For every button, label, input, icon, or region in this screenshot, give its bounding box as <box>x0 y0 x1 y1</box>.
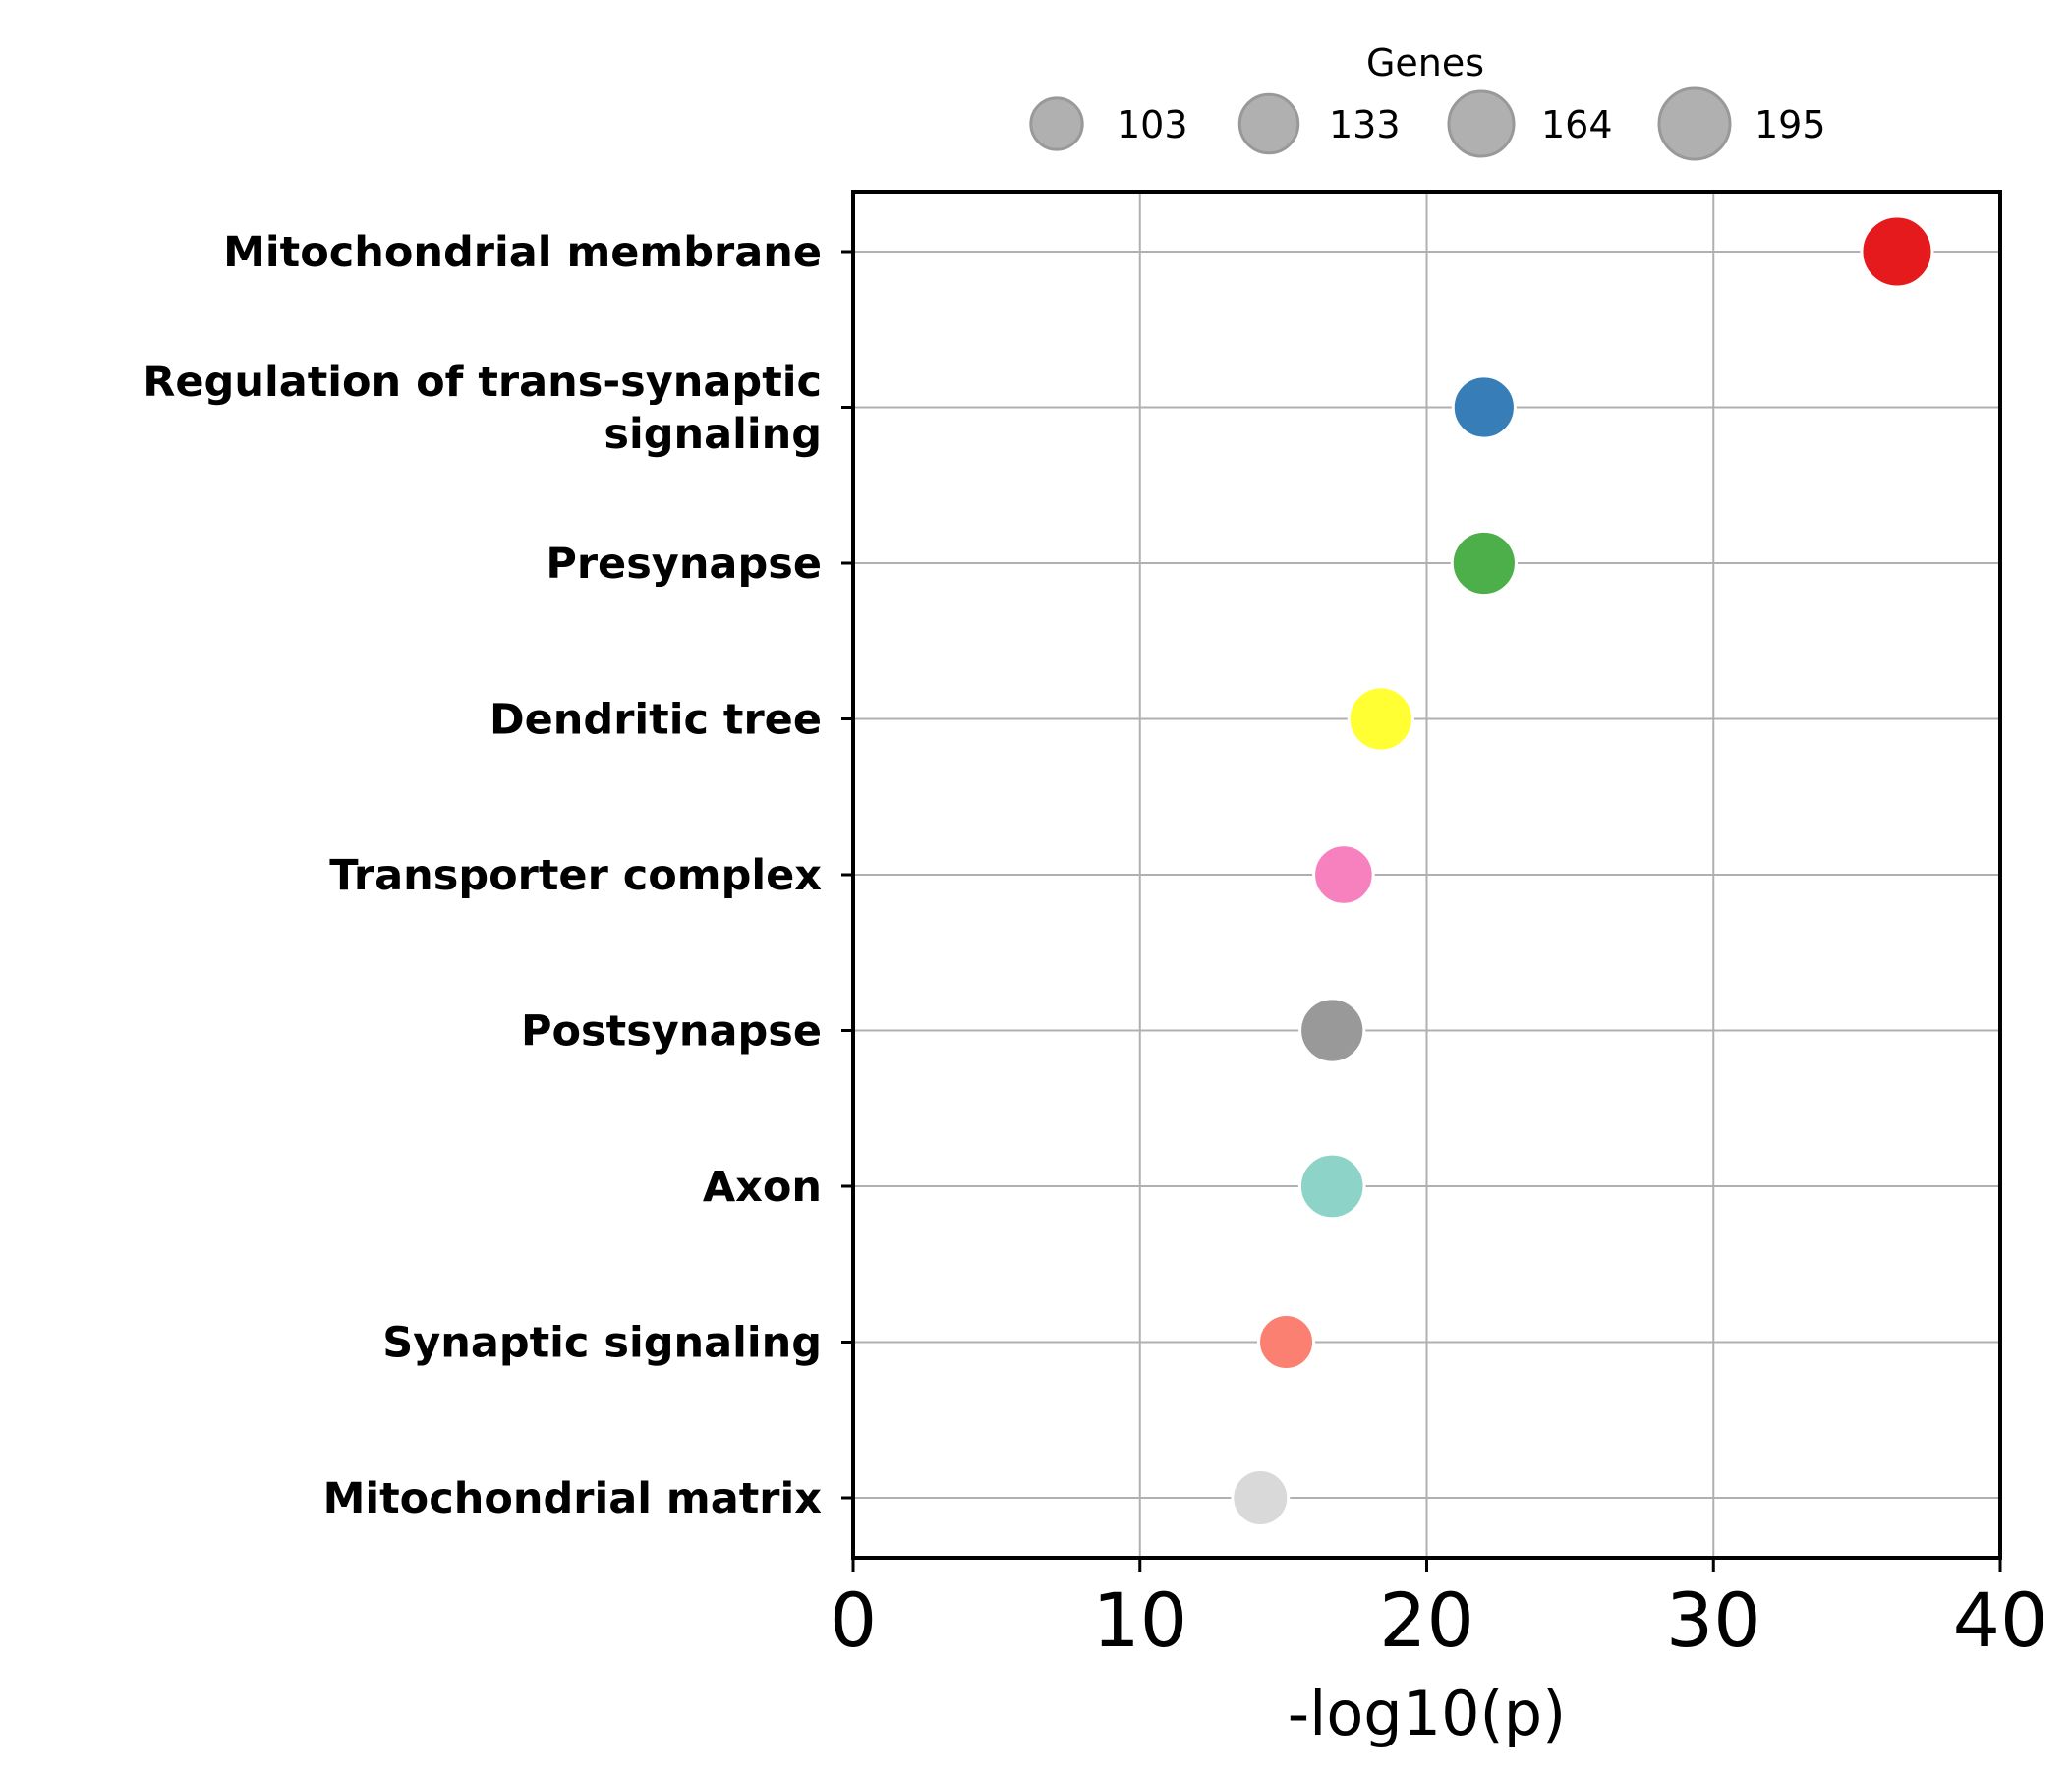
category-label-line: Mitochondrial matrix <box>323 1474 823 1523</box>
data-point <box>1347 685 1414 753</box>
legend-label: 195 <box>1755 103 1826 146</box>
data-point <box>1297 1152 1366 1221</box>
legend-title: Genes <box>1366 41 1484 85</box>
legend-marker <box>1657 86 1732 161</box>
category-label: Postsynapse <box>521 1007 822 1057</box>
data-point <box>1312 843 1375 906</box>
data-point <box>1231 1468 1291 1527</box>
x-tick-label: 10 <box>1092 1576 1187 1664</box>
category-label-line: Presynapse <box>546 540 822 589</box>
x-tick-label: 20 <box>1379 1576 1474 1664</box>
category-label: Dendritic tree <box>489 696 822 745</box>
x-axis-title: -log10(p) <box>1288 1678 1567 1749</box>
legend-label: 103 <box>1117 103 1188 146</box>
data-point <box>1257 1312 1316 1372</box>
grid <box>852 192 2001 1558</box>
data-point <box>1860 214 1934 289</box>
legend-label: 164 <box>1541 103 1613 146</box>
legend-marker <box>1029 96 1084 151</box>
size-legend: Genes 103 133 164 195 <box>1029 41 1826 161</box>
x-tick-label: 30 <box>1666 1576 1761 1664</box>
x-tick-label: 40 <box>1953 1576 2048 1664</box>
category-label: Axon <box>703 1163 822 1212</box>
category-label-line: Regulation of trans-synaptic <box>143 358 822 407</box>
x-tick-label: 0 <box>830 1576 877 1664</box>
legend-marker <box>1237 92 1300 155</box>
category-label: Presynapse <box>546 540 822 589</box>
category-label: Mitochondrial membrane <box>223 228 822 277</box>
category-label-line: Axon <box>703 1163 822 1212</box>
data-point <box>1450 529 1518 598</box>
category-labels: Mitochondrial membrane Regulation of tran… <box>143 228 822 1523</box>
category-label: Synaptic signaling <box>382 1319 822 1368</box>
data-point <box>1298 997 1366 1064</box>
legend-label: 133 <box>1329 103 1401 146</box>
data-point <box>1451 374 1517 440</box>
category-label-line: signaling <box>604 410 822 459</box>
category-label-line: Dendritic tree <box>489 696 822 745</box>
category-label-line: Mitochondrial membrane <box>223 228 822 277</box>
category-label-line: Transporter complex <box>329 851 822 900</box>
data-points <box>1231 214 1934 1527</box>
category-label: Transporter complex <box>329 851 822 900</box>
category-label-line: Synaptic signaling <box>382 1319 822 1368</box>
category-label: Mitochondrial matrix <box>323 1474 823 1523</box>
axis-ticks: 0 10 20 30 40 <box>830 250 2048 1664</box>
legend-marker <box>1447 89 1516 158</box>
category-label-line: Postsynapse <box>521 1007 822 1057</box>
